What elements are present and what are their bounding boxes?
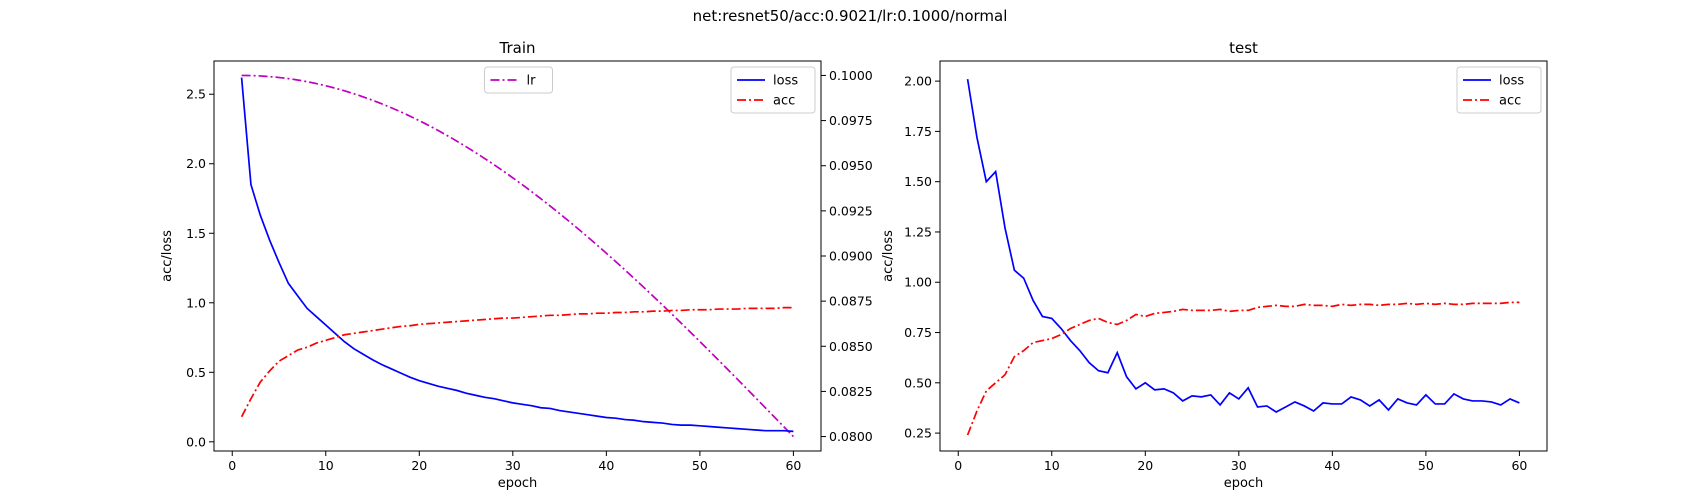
legend-frame <box>730 66 816 114</box>
legend-secondary: lr <box>484 66 553 94</box>
legend-primary: loss acc <box>1456 66 1542 114</box>
x-tick-label: 30 <box>505 458 521 473</box>
legend-label-lr: lr <box>527 74 537 89</box>
legend-primary: loss acc <box>730 66 816 114</box>
y-tick-label: 1.0 <box>186 295 206 310</box>
y-tick-label: 1.75 <box>904 124 932 139</box>
x-tick-label: 30 <box>1231 458 1247 473</box>
legend-label-acc: acc <box>773 94 795 109</box>
y-tick-label: 0.25 <box>904 426 932 441</box>
x-tick-label: 10 <box>1044 458 1060 473</box>
y-tick-label: 0.75 <box>904 325 932 340</box>
legend-label-loss: loss <box>1499 74 1524 89</box>
y-tick-label: 1.00 <box>904 275 932 290</box>
series-line-acc <box>966 301 1520 436</box>
y-tick-label: 1.50 <box>904 174 932 189</box>
legend-label-loss: loss <box>773 74 798 89</box>
x-tick-label: 40 <box>1324 458 1340 473</box>
series-line-loss <box>240 77 794 433</box>
x-tick-label: 0 <box>954 458 962 473</box>
x-axis-label: epoch <box>498 476 538 491</box>
x-tick-label: 20 <box>1137 458 1153 473</box>
right-y-tick-label: 0.0950 <box>829 158 873 173</box>
right-y-tick-label: 0.1000 <box>829 68 873 83</box>
legend-label-acc: acc <box>1499 94 1521 109</box>
figure-title: net:resnet50/acc:0.9021/lr:0.1000/normal <box>693 7 1008 25</box>
y-tick-label: 0.0 <box>186 434 206 449</box>
x-tick-label: 60 <box>785 458 801 473</box>
right-y-tick-label: 0.0975 <box>829 113 873 128</box>
y-tick-label: 1.25 <box>904 224 932 239</box>
right-y-tick-label: 0.0925 <box>829 203 873 218</box>
legend-frame <box>1456 66 1542 114</box>
legend-frame <box>484 66 553 94</box>
series-line-acc <box>240 306 794 418</box>
y-tick-label: 2.5 <box>186 87 206 102</box>
series-line-lr <box>241 74 795 438</box>
x-axis-label: epoch <box>1224 476 1264 491</box>
test-subplot: test 0 10 20 30 40 50 60 0.25 0.50 0.75 1.00 1.25 1.5… <box>881 39 1548 491</box>
y-axis-label: acc/loss <box>881 230 896 282</box>
x-tick-label: 10 <box>318 458 334 473</box>
y-tick-label: 2.00 <box>904 74 932 89</box>
right-y-tick-label: 0.0900 <box>829 249 873 264</box>
x-tick-label: 50 <box>1418 458 1434 473</box>
x-tick-label: 0 <box>228 458 236 473</box>
subplot-title: test <box>1229 39 1258 57</box>
right-y-tick-label: 0.0875 <box>829 294 873 309</box>
x-tick-label: 60 <box>1511 458 1527 473</box>
y-tick-label: 0.5 <box>186 365 206 380</box>
right-y-tick-label: 0.0850 <box>829 339 873 354</box>
plot-frame <box>213 60 822 452</box>
y-tick-label: 1.5 <box>186 226 206 241</box>
x-tick-label: 20 <box>411 458 427 473</box>
right-y-tick-label: 0.0825 <box>829 384 873 399</box>
right-y-tick-label: 0.0800 <box>829 429 873 444</box>
y-axis-label: acc/loss <box>160 230 175 282</box>
plot-frame <box>939 60 1548 452</box>
x-tick-label: 50 <box>692 458 708 473</box>
y-tick-label: 2.0 <box>186 156 206 171</box>
train-subplot: Train 0 10 20 30 40 50 60 0.0 0.5 1.0 1.5 2.0 2.5 epoc… <box>160 39 873 491</box>
y-tick-label: 0.50 <box>904 375 932 390</box>
series-line-loss <box>966 78 1520 413</box>
subplot-title: Train <box>499 39 536 57</box>
x-tick-label: 40 <box>598 458 614 473</box>
